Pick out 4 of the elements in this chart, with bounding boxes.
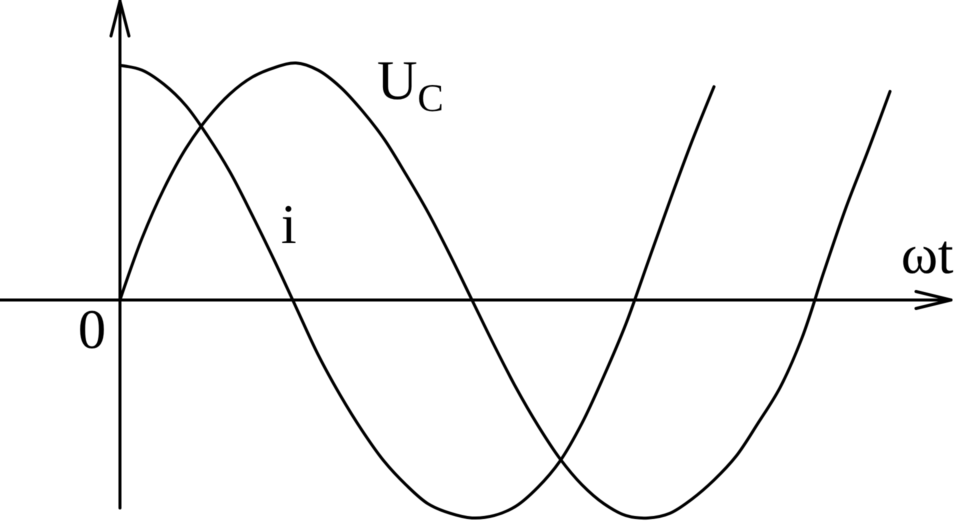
x-axis-title: ωt [901, 224, 954, 286]
series-label: i [281, 194, 297, 256]
text: 0 [78, 299, 106, 361]
series-label: U$_{C}$ [377, 50, 444, 120]
